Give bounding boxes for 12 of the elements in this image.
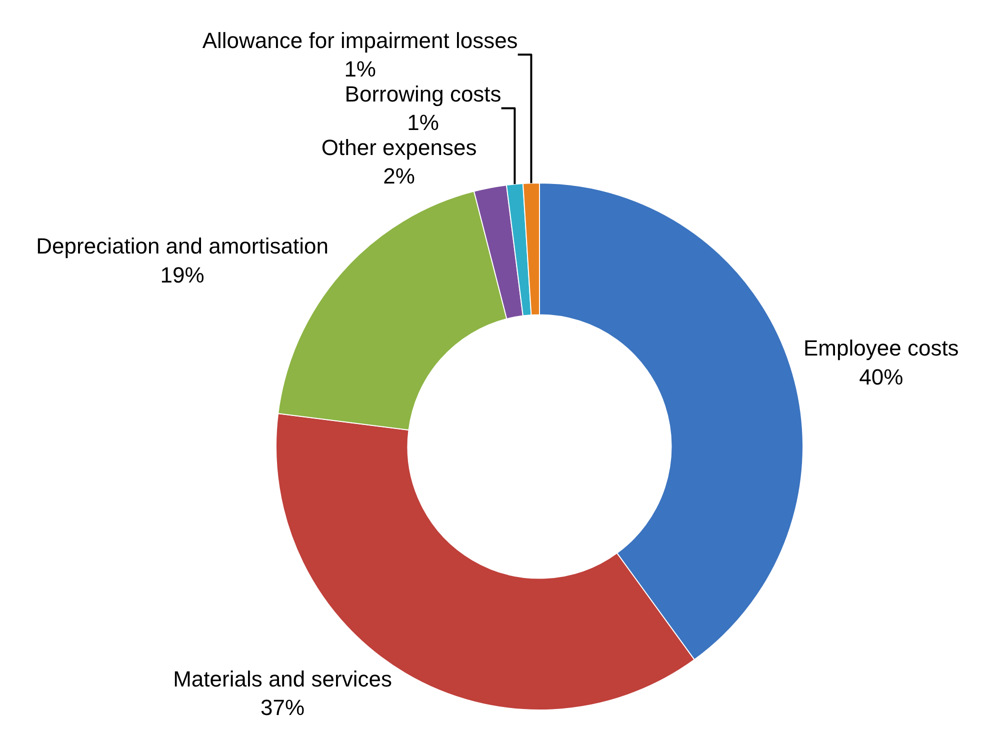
data-label: 19% (160, 262, 204, 288)
slice-label: Other expenses (321, 135, 477, 160)
data-label: 1% (407, 110, 439, 136)
data-label: 1% (344, 56, 376, 82)
data-label: 37% (260, 694, 305, 720)
slice-label: Depreciation and amortisation (36, 234, 328, 259)
slice-label: Employee costs (804, 336, 959, 361)
slice-label: Borrowing costs (344, 81, 502, 106)
slice-label: Materials and services (173, 666, 392, 692)
slice-label: Allowance for impairment losses (202, 28, 518, 53)
data-label: 40% (859, 364, 904, 390)
data-label: 2% (383, 164, 415, 189)
